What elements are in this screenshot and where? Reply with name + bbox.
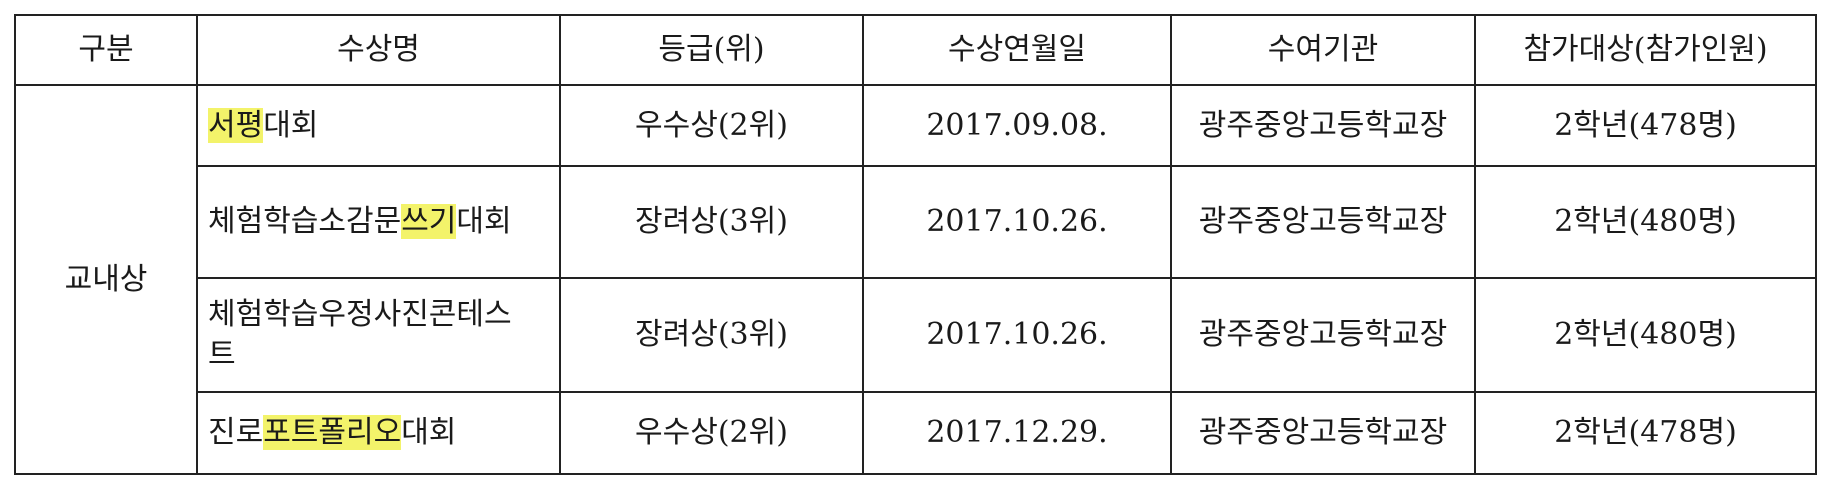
award-name-part: 체험학습우정사진콘테스트 [208,297,512,372]
issuer-cell: 광주중앙고등학교장 [1170,165,1476,279]
award-name-part: 진로 [208,415,264,450]
participants-cell: 2학년(480명) [1474,165,1817,279]
award-name-part: 대회 [263,107,319,143]
grade-cell: 우수상(2위) [559,84,864,167]
award-name-part: 대회 [401,415,457,450]
award-name-text: 체험학습우정사진콘테스트 [208,295,528,375]
issuer-cell: 광주중앙고등학교장 [1170,277,1476,393]
table-row: 진로포트폴리오대회 우수상(2위) 2017.12.29. 광주중앙고등학교장 … [15,391,1817,475]
award-name-text: 서평대회 [208,106,528,146]
award-name-text: 체험학습소감문쓰기대회 [208,202,528,242]
award-name-part: 체험학습소감문 [208,204,402,239]
grade-cell: 우수상(2위) [559,391,864,475]
category-cell: 교내상 [14,84,198,475]
table-row: 체험학습소감문쓰기대회 장려상(3위) 2017.10.26. 광주중앙고등학교… [15,165,1817,279]
header-grade: 등급(위) [559,14,864,86]
highlighted-text: 서평 [208,107,264,143]
award-name-cell: 진로포트폴리오대회 [196,391,561,475]
participants-cell: 2학년(478명) [1474,391,1817,475]
highlighted-text: 포트폴리오 [263,415,402,450]
date-cell: 2017.10.26. [862,277,1172,393]
header-issuer: 수여기관 [1170,14,1476,86]
header-row: 구분 수상명 등급(위) 수상연월일 수여기관 참가대상(참가인원) [14,14,1817,86]
date-cell: 2017.10.26. [862,165,1172,279]
issuer-cell: 광주중앙고등학교장 [1170,84,1476,167]
grade-cell: 장려상(3위) [559,165,864,279]
award-name-cell: 체험학습우정사진콘테스트 [196,277,561,393]
participants-cell: 2학년(480명) [1474,277,1817,393]
award-name-part: 대회 [456,204,512,239]
header-category: 구분 [14,14,198,86]
award-name-text: 진로포트폴리오대회 [208,413,528,453]
awards-table: 구분 수상명 등급(위) 수상연월일 수여기관 참가대상(참가인원) 교내상 서… [14,14,1817,475]
award-name-cell: 체험학습소감문쓰기대회 [196,165,561,279]
date-cell: 2017.12.29. [862,391,1172,475]
table-row: 교내상 서평대회 우수상(2위) 2017.09.08. 광주중앙고등학교장 2… [14,84,1817,475]
header-date: 수상연월일 [862,14,1172,86]
participants-cell: 2학년(478명) [1474,84,1817,167]
header-award-name: 수상명 [196,14,561,86]
date-cell: 2017.09.08. [862,84,1172,167]
table-row: 체험학습우정사진콘테스트 장려상(3위) 2017.10.26. 광주중앙고등학… [15,277,1817,393]
header-participants: 참가대상(참가인원) [1474,14,1817,86]
grade-cell: 장려상(3위) [559,277,864,393]
award-name-cell: 서평대회 [196,84,561,167]
highlighted-text: 쓰기 [401,204,457,239]
issuer-cell: 광주중앙고등학교장 [1170,391,1476,475]
